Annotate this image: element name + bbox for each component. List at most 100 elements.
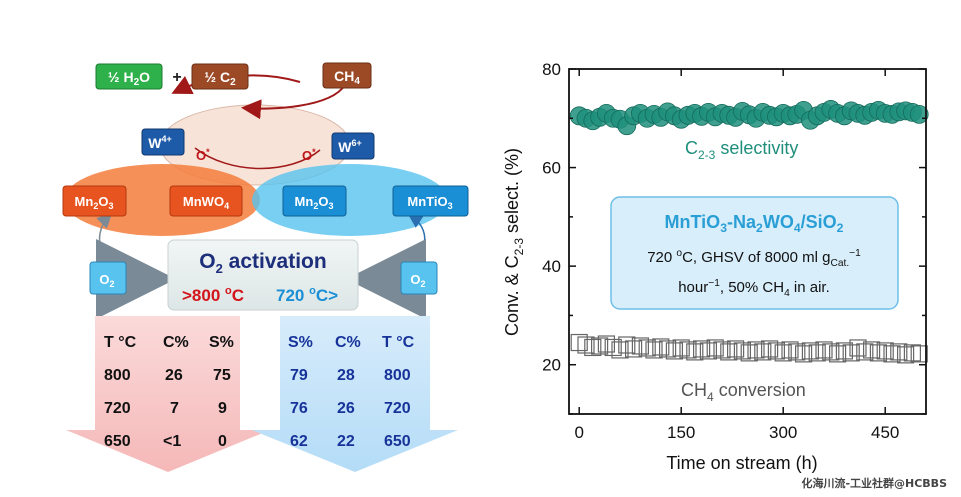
conversion-point [631, 337, 649, 355]
table-right: S% C% T °C 79 28 800 76 26 720 62 22 650 [288, 334, 415, 450]
table-right-cell: 28 [337, 367, 355, 384]
conversion-point [903, 344, 921, 362]
conversion-point [788, 343, 806, 361]
conversion-point [910, 345, 928, 363]
w4-box: W4+ [141, 128, 185, 156]
y-tick-label: 40 [542, 257, 561, 276]
table-left-header: S% [209, 334, 234, 351]
o2-left-box: O2 [89, 261, 127, 295]
c2-box: ½ C2 [191, 63, 249, 90]
svg-text:O2: O2 [410, 272, 425, 289]
conversion-point [829, 345, 847, 363]
svg-text:MnWO4: MnWO4 [183, 194, 229, 211]
conversion-point [693, 340, 711, 358]
conversion-point [611, 341, 629, 359]
table-left-header: T °C [104, 334, 137, 351]
axis-ticks: 0 150 300 450 20 40 60 80 [542, 60, 926, 442]
svg-text:Mn2O3: Mn2O3 [295, 194, 334, 211]
table-left-header: C% [163, 334, 189, 351]
conditions-line-1: 720 oC, GHSV of 8000 ml gCat.−1 [647, 248, 861, 269]
conversion-point [774, 344, 792, 362]
table-right-arrow [252, 316, 458, 472]
table-left-cell: 75 [213, 367, 231, 384]
conversion-point [625, 340, 643, 358]
conversion-point [849, 339, 867, 357]
conversion-point [815, 341, 833, 359]
table-left-cell: 9 [218, 400, 227, 417]
conversion-point [672, 339, 690, 357]
svg-text:O2 activation: O2 activation [199, 250, 326, 276]
svg-text:720 oC>: 720 oC> [276, 285, 338, 305]
conversion-point [727, 340, 745, 358]
conversion-point [767, 342, 785, 360]
conversion-point [652, 338, 670, 356]
table-left-cell: 26 [165, 367, 183, 384]
y-tick-label: 20 [542, 356, 561, 375]
y-axis-label: Conv. & C2-3 select. (%) [502, 148, 526, 336]
table-right-cell: 26 [337, 400, 355, 417]
conversion-point [713, 341, 731, 359]
conversion-point [835, 342, 853, 360]
conversion-point [584, 338, 602, 357]
conversion-point [618, 336, 636, 354]
table-right-cell: 650 [384, 433, 411, 450]
conversion-point [645, 341, 663, 359]
conversion-point [842, 344, 860, 362]
ch4-box: CH4 [322, 62, 372, 89]
o2-activation-panel: O2 activation >800 oC 720 oC> [167, 239, 359, 311]
table-right-header: T °C [382, 334, 415, 351]
w6-box: W6+ [331, 132, 375, 160]
svg-text:W4+: W4+ [148, 134, 171, 151]
plot-marks [569, 100, 929, 364]
conversion-point [761, 340, 779, 358]
svg-text:½ H2O: ½ H2O [108, 69, 150, 88]
conversion-point [890, 343, 908, 361]
conversion-point [863, 341, 881, 359]
table-right-cell: 62 [290, 433, 308, 450]
table-right-cell: 76 [290, 400, 308, 417]
conversion-point [590, 337, 609, 355]
mn-left-ellipse [64, 164, 260, 236]
conversion-point [733, 342, 751, 360]
conversion-point [808, 344, 826, 362]
x-tick-label: 450 [871, 423, 899, 442]
table-right-cell: 720 [384, 400, 411, 417]
x-axis-label: Time on stream (h) [666, 453, 817, 473]
conversion-point [659, 340, 677, 358]
o2-right-box: O2 [400, 261, 438, 295]
conversion-point [781, 341, 799, 359]
conversion-point [856, 343, 874, 361]
table-left-cell: 650 [104, 433, 131, 450]
mechanism-scheme: ½ H2O + ½ C2 CH4 W4+ W6+ O* O* Mn2O3 MnW… [62, 62, 469, 472]
conversion-point [638, 339, 656, 357]
svg-text:O2: O2 [99, 272, 114, 289]
conversion-point [720, 343, 738, 361]
conversion-point [570, 333, 588, 352]
conversion-point [869, 344, 887, 362]
conversion-point [597, 335, 616, 353]
svg-text:½ C2: ½ C2 [204, 69, 236, 88]
svg-text:>800 oC: >800 oC [182, 285, 244, 305]
table-left-cell: <1 [163, 433, 181, 450]
y-tick-label: 60 [542, 159, 561, 178]
x-tick-label: 0 [574, 423, 583, 442]
table-right-cell: 79 [290, 367, 308, 384]
mntio3-box: MnTiO3 [392, 185, 469, 217]
mnwo4-box: MnWO4 [169, 185, 243, 217]
w4-to-w6-arrow [194, 147, 321, 170]
watermark: 化海川流-工业社群@HCBBS [801, 477, 947, 490]
conversion-point [754, 343, 772, 361]
table-left-cell: 7 [170, 400, 179, 417]
h2o-box: ½ H2O [95, 63, 163, 90]
y-tick-label: 80 [542, 60, 561, 79]
mn-right-ellipse [252, 164, 448, 236]
stability-chart: 0 150 300 450 20 40 60 80 Time on stream (h) Co… [502, 60, 929, 473]
catalyst-formula: MnTiO3-Na2WO4/SiO2 [665, 212, 844, 235]
conversion-point [706, 339, 724, 357]
svg-text:MnTiO3: MnTiO3 [407, 194, 452, 211]
svg-text:CH4: CH4 [334, 68, 360, 87]
table-left-arrow [66, 316, 270, 472]
conversion-point [883, 345, 901, 363]
table-left-cell: 800 [104, 367, 131, 384]
conversion-point [686, 343, 704, 361]
